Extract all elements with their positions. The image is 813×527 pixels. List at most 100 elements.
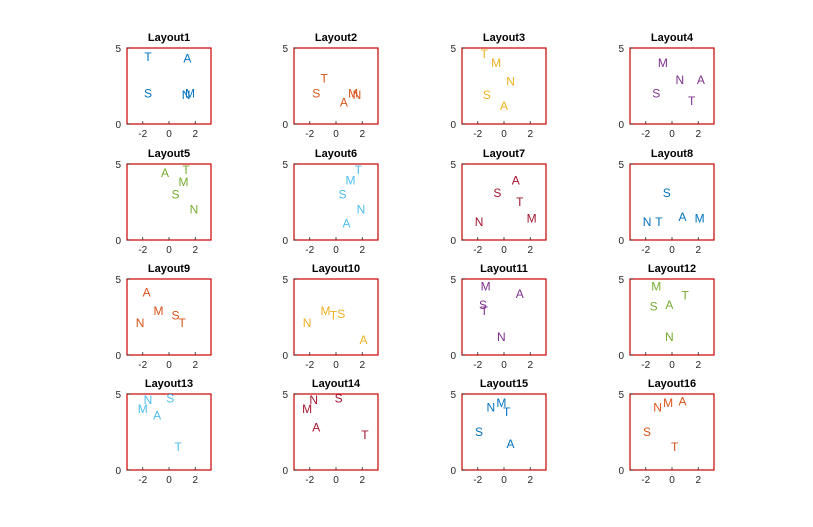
point-label-m: M bbox=[345, 174, 355, 188]
x-tick-label: 0 bbox=[333, 360, 339, 371]
x-tick-label: -2 bbox=[473, 245, 482, 256]
point-label-s: S bbox=[337, 307, 345, 321]
point-label-n: N bbox=[353, 88, 362, 102]
point-label-t: T bbox=[182, 163, 190, 177]
y-tick-label: 0 bbox=[618, 120, 624, 131]
point-label-s: S bbox=[166, 392, 174, 406]
y-tick-label: 5 bbox=[282, 275, 288, 286]
point-label-m: M bbox=[302, 402, 312, 416]
point-label-a: A bbox=[161, 166, 169, 180]
x-tick-label: 0 bbox=[333, 245, 339, 256]
point-label-t: T bbox=[503, 405, 511, 419]
point-label-m: M bbox=[663, 396, 673, 410]
point-label-n: N bbox=[497, 330, 506, 344]
point-label-s: S bbox=[663, 186, 671, 200]
point-label-t: T bbox=[178, 316, 186, 330]
subplot-title: Layout16 bbox=[648, 378, 696, 390]
y-tick-label: 0 bbox=[282, 351, 288, 362]
y-tick-label: 0 bbox=[450, 466, 456, 477]
x-tick-label: 0 bbox=[669, 129, 675, 140]
point-label-t: T bbox=[516, 195, 524, 209]
point-label-t: T bbox=[481, 47, 489, 61]
point-label-a: A bbox=[697, 73, 705, 87]
point-label-n: N bbox=[643, 215, 652, 229]
point-label-a: A bbox=[507, 437, 515, 451]
subplot-13: Layout13 -2 0 2 0 5 N S M A T bbox=[115, 378, 212, 486]
y-tick-label: 0 bbox=[450, 351, 456, 362]
point-label-a: A bbox=[516, 287, 524, 301]
x-tick-label: -2 bbox=[305, 245, 314, 256]
x-tick-label: -2 bbox=[641, 129, 650, 140]
point-label-t: T bbox=[361, 428, 369, 442]
y-tick-label: 5 bbox=[618, 390, 624, 401]
x-tick-label: 2 bbox=[192, 475, 198, 486]
x-tick-label: -2 bbox=[473, 475, 482, 486]
x-tick-label: 0 bbox=[501, 245, 507, 256]
point-label-s: S bbox=[172, 187, 180, 201]
subplot-1: Layout1 -2 0 2 0 5 T A S NM bbox=[115, 32, 212, 140]
x-tick-label: -2 bbox=[641, 245, 650, 256]
point-label-s: S bbox=[312, 87, 320, 101]
point-label-m: M bbox=[348, 87, 358, 101]
point-label-s: S bbox=[339, 187, 347, 201]
point-label-n: N bbox=[357, 203, 366, 217]
point-label-m: M bbox=[185, 87, 195, 101]
point-label-a: A bbox=[360, 333, 368, 347]
y-tick-label: 5 bbox=[115, 275, 121, 286]
y-tick-label: 5 bbox=[618, 275, 624, 286]
subplot-10: Layout10 -2 0 2 0 5 M T S N A bbox=[282, 263, 379, 371]
x-tick-label: -2 bbox=[641, 360, 650, 371]
subplot-title: Layout1 bbox=[148, 32, 190, 44]
x-tick-label: 2 bbox=[192, 360, 198, 371]
point-label-s: S bbox=[650, 299, 658, 313]
y-tick-label: 0 bbox=[618, 466, 624, 477]
y-tick-label: 0 bbox=[618, 236, 624, 247]
y-tick-label: 0 bbox=[282, 466, 288, 477]
point-label-s: S bbox=[144, 87, 152, 101]
point-label-n: N bbox=[506, 74, 515, 88]
x-tick-label: -2 bbox=[305, 360, 314, 371]
y-tick-label: 0 bbox=[115, 351, 121, 362]
subplot-title: Layout7 bbox=[483, 148, 525, 160]
subplot-11: Layout11 -2 0 2 0 5 M A STN bbox=[450, 263, 547, 371]
point-label-s: S bbox=[479, 298, 487, 312]
subplot-title: Layout13 bbox=[145, 378, 193, 390]
x-tick-label: 0 bbox=[669, 360, 675, 371]
point-label-s: S bbox=[643, 425, 651, 439]
axes-box bbox=[293, 47, 379, 125]
subplot-title: Layout3 bbox=[483, 32, 525, 44]
y-tick-label: 5 bbox=[618, 160, 624, 171]
x-tick-label: -2 bbox=[305, 475, 314, 486]
x-tick-label: 2 bbox=[359, 129, 365, 140]
point-label-t: T bbox=[655, 215, 663, 229]
y-tick-label: 5 bbox=[450, 44, 456, 55]
point-label-a: A bbox=[512, 174, 520, 188]
x-tick-label: 2 bbox=[695, 475, 701, 486]
point-label-n: N bbox=[144, 393, 153, 407]
subplot-14: Layout14 -2 0 2 0 5 N S MA T bbox=[282, 378, 379, 486]
subplot-15: Layout15 -2 0 2 0 5 MN T S A bbox=[450, 378, 547, 486]
x-tick-label: 2 bbox=[527, 475, 533, 486]
point-label-t: T bbox=[481, 304, 489, 318]
x-tick-label: 0 bbox=[166, 475, 172, 486]
axes-box bbox=[293, 163, 379, 241]
point-label-a: A bbox=[500, 99, 508, 113]
point-label-a: A bbox=[665, 298, 673, 312]
x-tick-label: 0 bbox=[501, 475, 507, 486]
x-tick-label: 0 bbox=[501, 129, 507, 140]
x-tick-label: 2 bbox=[527, 245, 533, 256]
subplot-title: Layout15 bbox=[480, 378, 528, 390]
subplot-7: Layout7 -2 0 2 0 5 AS TM N bbox=[450, 148, 547, 256]
y-tick-label: 5 bbox=[282, 44, 288, 55]
point-label-m: M bbox=[658, 56, 668, 70]
subplot-title: Layout2 bbox=[315, 32, 357, 44]
subplot-title: Layout8 bbox=[651, 148, 693, 160]
point-label-a: A bbox=[183, 52, 191, 66]
point-label-m: M bbox=[496, 396, 506, 410]
y-tick-label: 5 bbox=[282, 160, 288, 171]
point-label-n: N bbox=[190, 203, 199, 217]
x-tick-label: -2 bbox=[138, 245, 147, 256]
subplot-title: Layout11 bbox=[480, 263, 528, 275]
point-label-n: N bbox=[676, 73, 685, 87]
